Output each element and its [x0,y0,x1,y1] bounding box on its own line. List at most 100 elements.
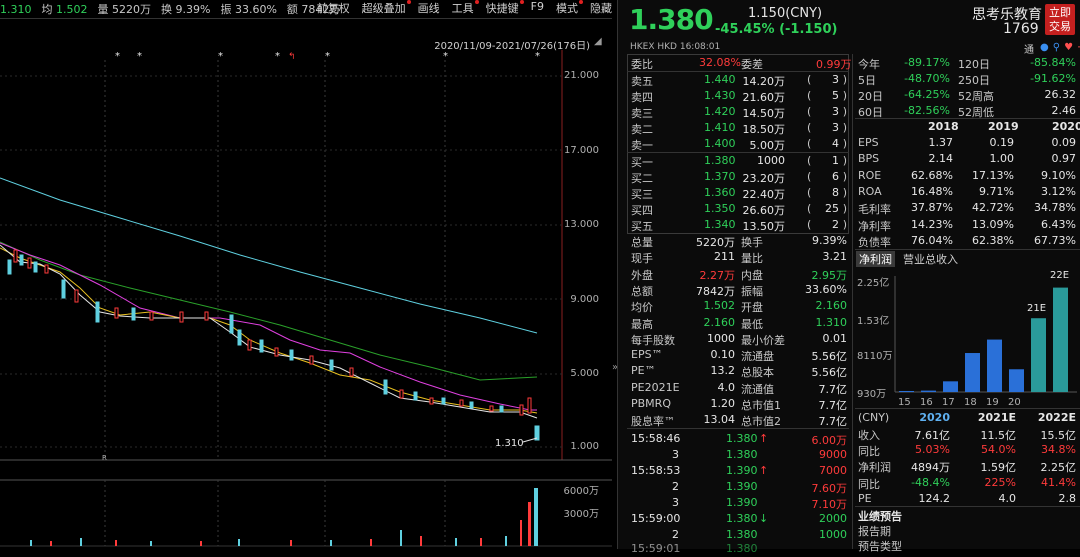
event-marker: * [443,51,448,62]
stat-row: 最高 2.160 最低 1.310 [631,315,847,331]
trade-now-button[interactable]: 立即交易 [1045,4,1075,35]
ask-label: 卖五 [631,75,653,88]
fin-value: 9.10% [1041,168,1076,182]
ask-volume: 21.60万 [742,91,786,104]
menu-shortcuts[interactable]: 快捷键 [485,0,524,15]
forecast-labels: 21E 22E [1027,270,1069,314]
ask-row[interactable]: 卖二 1.410 18.50万 (3) [631,121,847,136]
menu-hide[interactable]: 隐藏 [590,2,612,15]
fin-label: EPS [858,136,879,149]
forecast-label: 22E [1050,270,1069,281]
vol-value: 5220万 [112,3,151,16]
bid-row[interactable]: 买五 1.340 13.50万 (2) [631,218,847,233]
fin-label: ROA [858,184,882,198]
share-icon[interactable]: ⚲ [1052,42,1061,53]
fin-row: ROE 62.68% 17.13% 9.10% [858,168,1076,184]
menu-tools[interactable]: 工具 [451,0,479,15]
favorite-icon[interactable]: ♥ [1064,42,1074,53]
ma-yellow-line [0,247,538,414]
event-markers: * * * * * * * [115,51,540,62]
alert-icon[interactable]: ● [1040,42,1049,53]
net-profit-chart: 2.25亿 1.53亿 8110万 930万 15 16 17 18 19 20… [857,270,1077,408]
turn-stat: 换 9.39% [161,1,210,17]
bid-volume: 26.60万 [742,204,786,217]
perf-value: 2.46 [1051,104,1077,117]
stat-value: 7.7亿 [818,399,848,412]
fin-value: 76.04% [911,233,953,247]
bid-label: 买二 [631,172,653,185]
delete-icon[interactable]: − [1077,42,1080,53]
event-marker: * [325,51,330,62]
stat-value: 1.20 [710,397,736,410]
candlesticks [7,249,540,441]
tick-row: 15:58:53 1.390 ↑ 7000 [631,464,847,477]
forecast-label: 收入 [858,429,880,442]
menu-draw[interactable]: 画线 [417,2,440,15]
stat-value: 2.160 [703,315,736,329]
event-flag-icon: ↰ [288,52,296,62]
mini-x-tick: 19 [986,397,999,408]
perf-row: 5日 -48.70% 250日 -91.62% [858,71,1076,87]
net-profit-bar [1009,369,1024,392]
stat-value: 13.04 [703,413,736,427]
stat-label: 量比 [741,252,763,266]
stat-value: 1000 [707,331,735,345]
bid-row[interactable]: 买三 1.360 22.40万 (8) [631,186,847,201]
forecast-row: 净利润 4894万 1.59亿 2.25亿 [858,458,1076,474]
earnings-type-label: 预告类型 [858,540,902,553]
ask-row[interactable]: 卖五 1.440 14.20万 (3) [631,73,847,88]
tab-revenue[interactable]: 营业总收入 [903,253,958,266]
forecast-label: 同比 [858,445,880,459]
fin-value: 0.09 [1051,136,1077,149]
date-range-label[interactable]: 2020/11/09-2021/07/26(176日) [434,41,590,52]
bid-row[interactable]: 买二 1.370 23.20万 (6) [631,170,847,185]
bid-count: 8 [832,186,839,199]
stat-label: 现手 [631,252,653,266]
kline-chart-panel[interactable]: 1.310 均 1.502 量 5220万 换 9.39% 振 33.60% 额… [0,0,612,549]
perf-value: -91.62% [1030,72,1076,85]
ask-row[interactable]: 卖三 1.420 14.50万 (3) [631,105,847,120]
forecast-value: 41.4% [1041,475,1076,489]
bid-count: 6 [832,170,839,183]
bid-price: 1.350 [704,202,736,215]
collapse-arrow-icon[interactable]: » [612,362,619,373]
fin-value: 0.97 [1051,152,1077,166]
menu-f9[interactable]: F9 [530,0,544,13]
bid-label: 买四 [631,204,653,217]
stat-label: 总市值2 [741,415,781,429]
perf-row: 20日 -64.25% 52周高 26.32 [858,87,1076,103]
mini-y-tick: 8110万 [857,351,892,362]
bid-volume: 23.20万 [742,172,786,185]
ask-row[interactable]: 卖一 1.400 5.00万 (4) [631,137,847,152]
ask-label: 卖二 [631,123,653,136]
net-profit-bar [965,353,980,392]
weibi-row: 委比 32.08% 委差 0.99万 [631,55,852,71]
tab-net-profit[interactable]: 净利润 [856,251,895,267]
tick-time: 3 [672,448,679,461]
stat-value: 7.7亿 [818,415,848,429]
perf-value: -85.84% [1030,56,1076,69]
bid-row[interactable]: 买四 1.350 26.60万 (25) [631,202,847,217]
fin-value: 34.78% [1034,201,1076,215]
forecast-currency: (CNY) [858,411,890,424]
horizontal-grid [0,75,562,448]
fin-label: BPS [858,152,880,166]
ask-row[interactable]: 卖四 1.430 21.60万 (5) [631,89,847,104]
bid-price: 1.380 [704,154,736,167]
vertical-grid [104,60,446,546]
menu-overlay[interactable]: 超级叠加 [361,0,411,15]
settings-triangle-icon[interactable]: ◢ [594,36,602,47]
forecast-label: 21E [1027,303,1046,314]
menu-mode[interactable]: 模式 [556,0,583,15]
fin-value: 3.12% [1041,184,1076,198]
perf-label: 今年 [858,58,880,71]
stat-value: 0.10 [710,348,736,362]
menu-adjust[interactable]: 前复权 [316,2,350,15]
y-tick: 1.000 [570,441,599,452]
perf-label: 5日 [858,74,876,87]
stat-row: 外盘 2.27万 内盘 2.95万 [631,266,847,282]
fin-value: 13.09% [972,217,1014,231]
net-profit-bar [987,339,1002,392]
amp-label: 振 [220,3,232,16]
bid-row[interactable]: 买一 1.380 1000 (1) [631,154,847,169]
